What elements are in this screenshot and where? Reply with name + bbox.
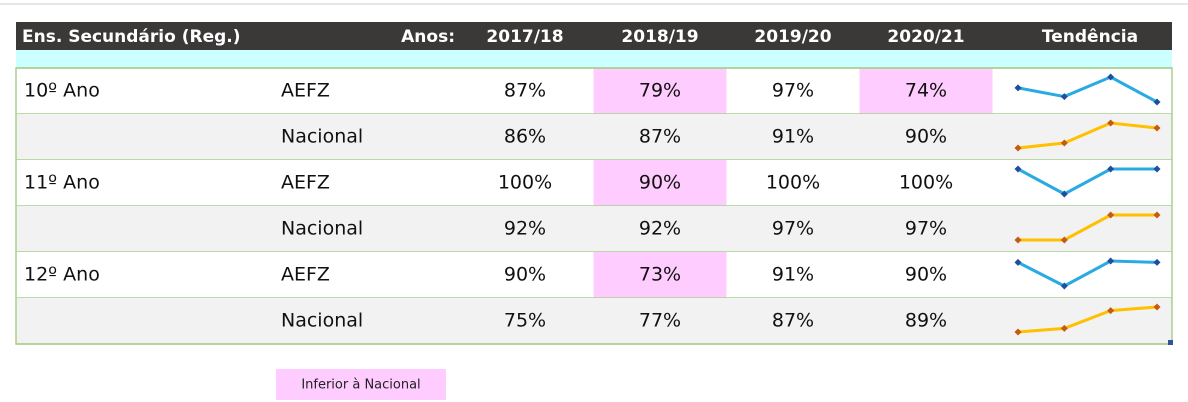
sparkline-marker — [1060, 236, 1068, 244]
sparkline-marker — [1014, 258, 1022, 266]
sparkline-marker — [1153, 124, 1161, 132]
sparkline-marker — [1014, 84, 1022, 92]
value-cell: 91% — [772, 264, 814, 286]
year-header: 2020/21 — [887, 27, 964, 47]
sparkline-marker — [1107, 119, 1115, 127]
header-spacer — [16, 50, 1172, 68]
school-label: Nacional — [281, 218, 363, 240]
year-header: 2017/18 — [486, 27, 563, 47]
sparkline — [1017, 259, 1158, 288]
highlight-cell — [593, 68, 727, 114]
value-cell: 90% — [905, 264, 947, 286]
highlight-cell — [593, 252, 727, 298]
sparkline-marker — [1014, 144, 1022, 152]
value-cell: 87% — [504, 80, 546, 102]
value-cell: 87% — [772, 310, 814, 332]
school-label: Nacional — [281, 126, 363, 148]
value-cell: 73% — [639, 264, 681, 286]
school-label: AEFZ — [281, 172, 330, 194]
value-cell: 77% — [639, 310, 681, 332]
year-header: 2019/20 — [754, 27, 831, 47]
sparkline-marker — [1153, 303, 1161, 311]
year-header: 2018/19 — [621, 27, 698, 47]
sparkline-marker — [1060, 282, 1068, 290]
school-label: AEFZ — [281, 80, 330, 102]
legend-swatch — [276, 369, 446, 400]
years-label: Anos: — [401, 27, 455, 47]
sparkline-marker — [1153, 165, 1161, 173]
sparkline-marker — [1153, 258, 1161, 266]
value-cell: 100% — [498, 172, 552, 194]
row-background — [16, 298, 1172, 344]
sparkline-marker — [1060, 93, 1068, 101]
value-cell: 92% — [504, 218, 546, 240]
sparkline-marker — [1060, 324, 1068, 332]
sparkline-marker — [1107, 73, 1115, 81]
sparkline — [1018, 213, 1157, 242]
value-cell: 97% — [772, 218, 814, 240]
value-cell: 97% — [905, 218, 947, 240]
sparkline-marker — [1107, 211, 1115, 219]
sparkline-marker — [1153, 98, 1161, 106]
grade-label: 10º Ano — [24, 80, 100, 102]
header-title: Ens. Secundário (Reg.) — [22, 27, 241, 47]
grade-label: 11º Ano — [24, 172, 100, 194]
sparkline — [1017, 305, 1158, 334]
sparkline-marker — [1014, 236, 1022, 244]
table-body: 10º Ano AEFZ 87% 79% 97% 74% Nacional 86% 87% 91%… — [15, 67, 1173, 345]
legend-label: Inferior à Nacional — [301, 378, 420, 393]
resize-handle — [1168, 340, 1173, 345]
value-cell: 91% — [772, 126, 814, 148]
row-background — [16, 206, 1172, 252]
sparkline — [1017, 121, 1158, 150]
value-cell: 100% — [766, 172, 820, 194]
value-cell: 97% — [772, 80, 814, 102]
sparkline-marker — [1014, 165, 1022, 173]
sparkline — [1017, 167, 1157, 196]
value-cell: 90% — [639, 172, 681, 194]
school-label: AEFZ — [281, 264, 330, 286]
value-cell: 90% — [905, 126, 947, 148]
sparkline-marker — [1014, 328, 1022, 336]
sparkline-marker — [1153, 211, 1161, 219]
school-label: Nacional — [281, 310, 363, 332]
trend-header: Tendência — [1042, 27, 1138, 47]
highlight-cell — [859, 68, 993, 114]
value-cell: 89% — [905, 310, 947, 332]
value-cell: 79% — [639, 80, 681, 102]
sparkline — [1017, 75, 1158, 104]
value-cell: 87% — [639, 126, 681, 148]
value-cell: 74% — [905, 80, 947, 102]
sparkline-marker — [1060, 139, 1068, 147]
value-cell: 92% — [639, 218, 681, 240]
grade-label: 12º Ano — [24, 264, 100, 286]
sparkline-marker — [1060, 190, 1068, 198]
value-cell: 75% — [504, 310, 546, 332]
value-cell: 100% — [899, 172, 953, 194]
value-cell: 86% — [504, 126, 546, 148]
sparkline-marker — [1107, 257, 1115, 265]
row-background — [16, 114, 1172, 160]
value-cell: 90% — [504, 264, 546, 286]
sparkline-marker — [1107, 165, 1115, 173]
header-bar — [16, 22, 1172, 50]
sparkline-marker — [1107, 307, 1115, 315]
highlight-cell — [593, 160, 727, 206]
